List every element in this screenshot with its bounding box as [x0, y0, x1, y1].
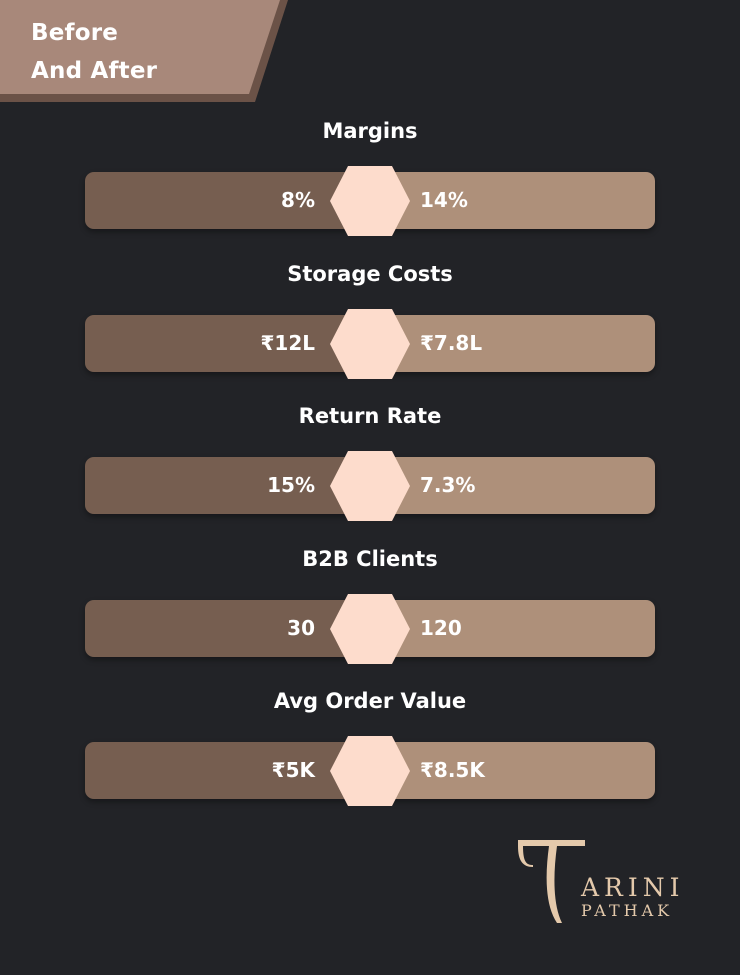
- metric-label-margins: Margins: [322, 119, 418, 143]
- metric-label-return-rate: Return Rate: [298, 404, 442, 428]
- metric-label-storage-costs: Storage Costs: [287, 262, 453, 286]
- after-segment: [370, 315, 655, 372]
- page-title-line2: And After: [31, 58, 158, 84]
- before-segment: [85, 315, 370, 372]
- after-value: ₹8.5K: [420, 758, 485, 782]
- after-segment: [370, 600, 655, 657]
- after-value: ₹7.8L: [420, 331, 483, 355]
- brand-logo: ARINI PATHAK: [515, 835, 695, 930]
- banner-shape: [0, 0, 288, 102]
- comparison-bar-storage-costs: ₹12L ₹7.8L: [85, 315, 655, 372]
- hexagon-divider: [330, 451, 410, 521]
- header-banner: Before And After: [0, 0, 300, 104]
- logo-first-name: ARINI: [581, 873, 685, 902]
- monogram-t-icon: [518, 840, 593, 923]
- after-value: 7.3%: [420, 473, 476, 497]
- before-value: 8%: [281, 188, 315, 212]
- before-segment: [85, 457, 370, 514]
- before-segment: [85, 172, 370, 229]
- hexagon-divider: [330, 166, 410, 236]
- page-title-line1: Before: [31, 20, 119, 46]
- hexagon-divider: [330, 594, 410, 664]
- after-segment: [370, 457, 655, 514]
- metric-label-b2b-clients: B2B Clients: [302, 547, 438, 571]
- page-title: Before And After: [31, 14, 157, 90]
- hexagon-divider: [330, 736, 410, 806]
- before-segment: [85, 742, 370, 799]
- metric-label-avg-order-value: Avg Order Value: [273, 689, 467, 713]
- after-segment: [370, 742, 655, 799]
- before-segment: [85, 600, 370, 657]
- before-value: ₹5K: [271, 758, 315, 782]
- before-value: 15%: [267, 473, 315, 497]
- before-value: ₹12L: [260, 331, 316, 355]
- after-value: 14%: [420, 188, 468, 212]
- comparison-bar-b2b-clients: 30 120: [85, 600, 655, 657]
- logo-last-name: PATHAK: [581, 901, 674, 920]
- after-value: 120: [420, 616, 462, 640]
- after-segment: [370, 172, 655, 229]
- comparison-bar-margins: 8% 14%: [85, 172, 655, 229]
- comparison-bar-avg-order-value: ₹5K ₹8.5K: [85, 742, 655, 799]
- before-value: 30: [287, 616, 315, 640]
- comparison-bar-return-rate: 15% 7.3%: [85, 457, 655, 514]
- hexagon-divider: [330, 309, 410, 379]
